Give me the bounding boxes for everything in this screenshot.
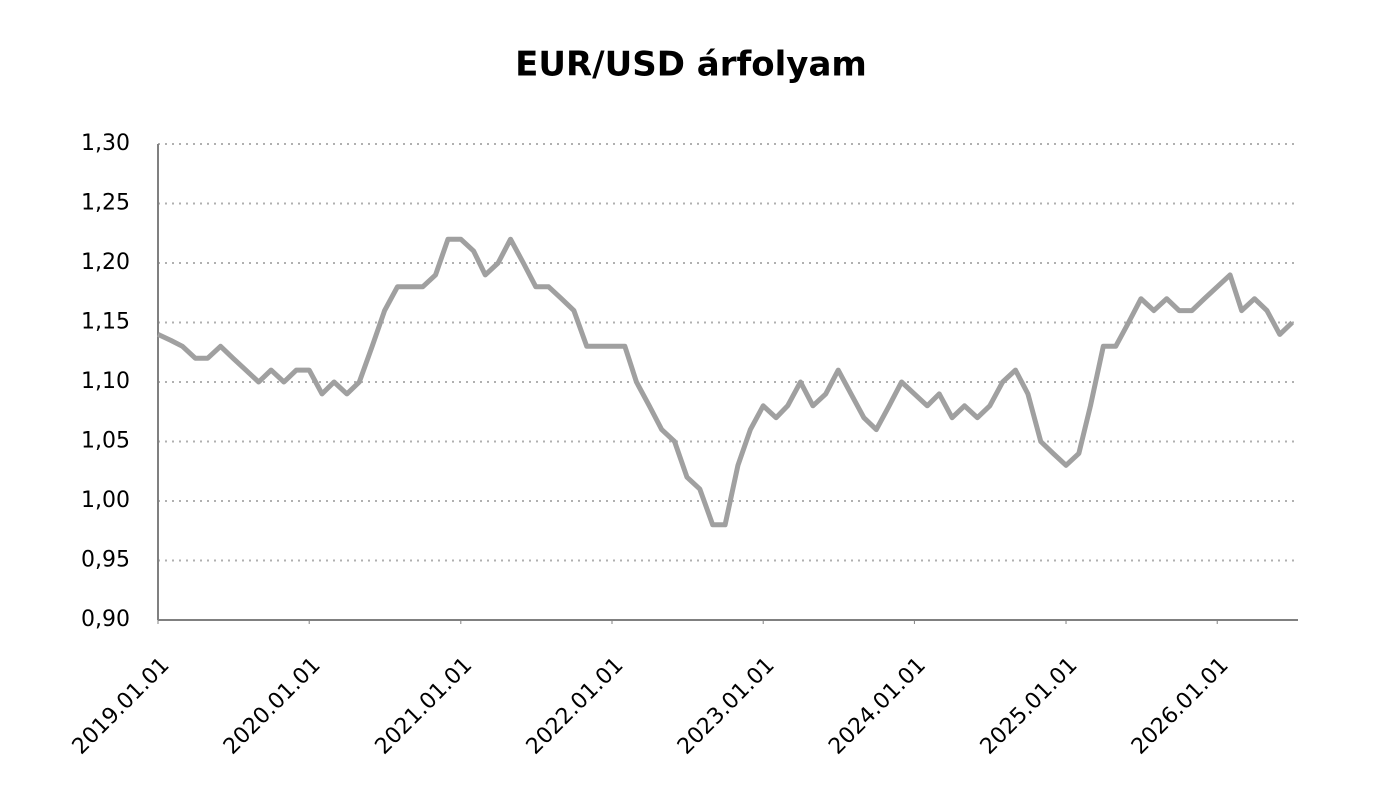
- y-tick-label: 0,95: [81, 548, 130, 573]
- y-tick-label: 1,20: [81, 250, 130, 275]
- x-tick-label: 2021.01.01: [371, 653, 478, 760]
- x-tick-label: 2023.01.01: [673, 653, 780, 760]
- y-tick-label: 1,15: [81, 310, 130, 335]
- x-tick-label: 2025.01.01: [976, 653, 1083, 760]
- y-tick-label: 1,30: [81, 131, 130, 156]
- y-tick-label: 1,05: [81, 429, 130, 454]
- y-tick-label: 0,90: [81, 607, 130, 632]
- y-tick-label: 1,00: [81, 488, 130, 513]
- y-tick-label: 1,10: [81, 369, 130, 394]
- x-tick-label: 2022.01.01: [522, 653, 629, 760]
- x-tick-label: 2019.01.01: [68, 653, 175, 760]
- x-tick-label: 2024.01.01: [824, 653, 931, 760]
- x-tick-label: 2026.01.01: [1127, 653, 1234, 760]
- data-line: [156, 236, 1294, 528]
- chart-title: EUR/USD árfolyam: [515, 45, 867, 85]
- x-tick-label: 2020.01.01: [219, 653, 326, 760]
- y-tick-label: 1,25: [81, 191, 130, 216]
